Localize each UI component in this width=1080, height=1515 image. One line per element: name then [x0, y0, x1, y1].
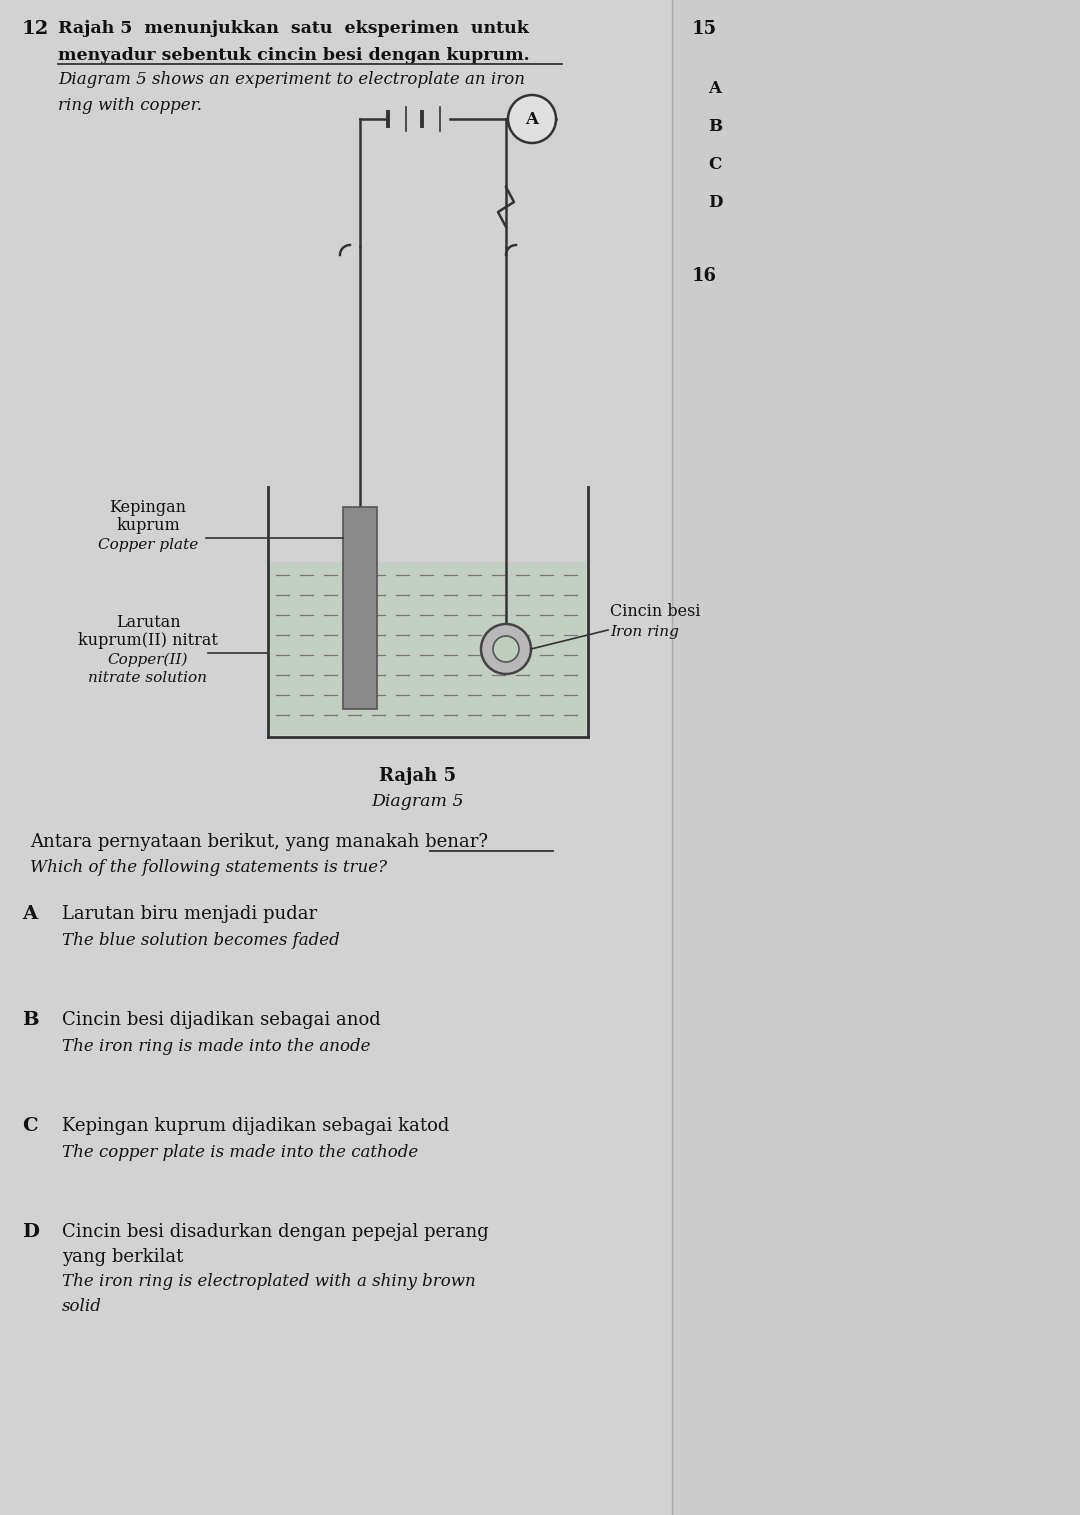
Text: Kepingan: Kepingan [109, 498, 187, 517]
Text: D: D [22, 1223, 39, 1241]
Text: Rajah 5: Rajah 5 [379, 767, 457, 785]
Text: The iron ring is electroplated with a shiny brown: The iron ring is electroplated with a sh… [62, 1273, 476, 1289]
Text: Rajah 5  menunjukkan  satu  eksperimen  untuk: Rajah 5 menunjukkan satu eksperimen untu… [58, 20, 529, 36]
Text: 12: 12 [22, 20, 50, 38]
Text: Copper plate: Copper plate [98, 538, 198, 551]
Text: kuprum: kuprum [117, 517, 180, 533]
Circle shape [481, 624, 531, 674]
Text: Iron ring: Iron ring [610, 626, 679, 639]
Text: Antara pernyataan berikut, yang manakah benar?: Antara pernyataan berikut, yang manakah … [30, 833, 488, 851]
Text: C: C [22, 1117, 38, 1135]
Text: solid: solid [62, 1298, 102, 1315]
Text: 16: 16 [692, 267, 717, 285]
Text: Kepingan kuprum dijadikan sebagai katod: Kepingan kuprum dijadikan sebagai katod [62, 1117, 449, 1135]
Text: The blue solution becomes faded: The blue solution becomes faded [62, 932, 340, 948]
Text: B: B [708, 118, 723, 135]
Text: Diagram 5: Diagram 5 [372, 792, 464, 811]
Text: Diagram 5 shows an experiment to electroplate an iron: Diagram 5 shows an experiment to electro… [58, 71, 525, 88]
Text: Cincin besi dijadikan sebagai anod: Cincin besi dijadikan sebagai anod [62, 1011, 381, 1029]
Circle shape [508, 95, 556, 142]
Circle shape [492, 636, 519, 662]
Text: C: C [708, 156, 721, 173]
Text: The iron ring is made into the anode: The iron ring is made into the anode [62, 1038, 370, 1054]
Bar [270, 562, 586, 735]
Text: nitrate solution: nitrate solution [89, 671, 207, 685]
Text: D: D [708, 194, 723, 211]
Text: Cincin besi: Cincin besi [610, 603, 701, 620]
Text: Larutan biru menjadi pudar: Larutan biru menjadi pudar [62, 904, 318, 923]
Text: Copper(II): Copper(II) [108, 653, 188, 667]
Bar [343, 508, 377, 709]
Text: A: A [22, 904, 37, 923]
Text: A: A [526, 111, 539, 127]
Text: B: B [22, 1011, 39, 1029]
Text: 15: 15 [692, 20, 717, 38]
Text: kuprum(II) nitrat: kuprum(II) nitrat [78, 632, 218, 648]
Text: menyadur sebentuk cincin besi dengan kuprum.: menyadur sebentuk cincin besi dengan kup… [58, 47, 529, 64]
Text: Larutan: Larutan [116, 614, 180, 632]
Text: A: A [708, 80, 721, 97]
Bar [0, 0, 672, 1515]
Text: ring with copper.: ring with copper. [58, 97, 202, 114]
Text: The copper plate is made into the cathode: The copper plate is made into the cathod… [62, 1144, 418, 1160]
Text: yang berkilat: yang berkilat [62, 1248, 184, 1267]
Text: Cincin besi disadurkan dengan pepejal perang: Cincin besi disadurkan dengan pepejal pe… [62, 1223, 489, 1241]
Text: Which of the following statements is true?: Which of the following statements is tru… [30, 859, 387, 876]
